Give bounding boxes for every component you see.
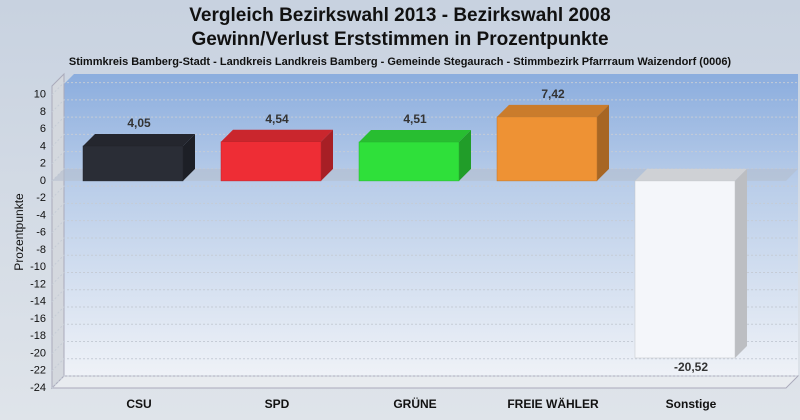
grid-line — [51, 151, 798, 165]
left-wall — [51, 72, 65, 390]
grid-line — [51, 185, 798, 199]
grid-line — [51, 358, 798, 372]
bar — [496, 116, 598, 182]
chart-description: Stimmkreis Bamberg-Stadt - Landkreis Lan… — [69, 56, 732, 68]
bar — [220, 141, 322, 182]
y-tick-label: -6 — [36, 227, 46, 239]
bar-top — [497, 104, 609, 117]
x-tick-label: GRÜNE — [393, 396, 436, 411]
y-tick-label: -12 — [30, 278, 46, 290]
y-tick-label: 6 — [40, 123, 46, 135]
grid-line — [51, 116, 798, 130]
y-tick-label: 2 — [40, 158, 46, 170]
bar — [358, 141, 460, 182]
y-tick-label: -22 — [30, 365, 46, 377]
bar — [82, 145, 184, 182]
x-tick-label: CSU — [126, 397, 151, 411]
bar-top — [635, 168, 747, 181]
y-tick-label: -10 — [30, 261, 46, 273]
y-tick-label: -2 — [36, 192, 46, 204]
bar-side — [321, 129, 333, 181]
y-axis-label: Prozentpunkte — [12, 193, 26, 271]
y-tick-label: 10 — [34, 89, 46, 101]
bar-top — [83, 133, 195, 146]
y-tick-label: -20 — [30, 347, 46, 359]
y-tick-label: -24 — [30, 382, 46, 394]
bar-top — [359, 129, 471, 142]
bar-side — [183, 133, 195, 181]
value-label: -20,52 — [674, 360, 708, 374]
y-tick-label: -16 — [30, 313, 46, 325]
grid-line — [51, 202, 798, 216]
grid-line — [51, 133, 798, 147]
grid-line — [51, 220, 798, 234]
floor — [50, 375, 800, 389]
bar-side — [459, 129, 471, 181]
x-tick-label: FREIE WÄHLER — [507, 396, 599, 411]
y-tick-label: -8 — [36, 244, 46, 256]
grid-line — [51, 306, 798, 320]
grid-line — [51, 82, 798, 95]
value-label: 7,42 — [541, 87, 565, 101]
x-tick-label: SPD — [265, 397, 290, 411]
y-tick-label: 4 — [40, 140, 46, 152]
bar-side — [735, 168, 747, 358]
bar-side — [597, 104, 609, 181]
value-label: 4,51 — [403, 112, 427, 126]
chart-subtitle: Gewinn/Verlust Erststimmen in Prozentpun… — [191, 29, 608, 50]
grid-line — [51, 375, 798, 389]
bar-top — [221, 129, 333, 142]
grid-line — [51, 340, 798, 354]
value-label: 4,05 — [127, 116, 151, 130]
bar — [634, 180, 736, 359]
grid-line — [51, 323, 798, 337]
grid-line — [51, 237, 798, 251]
value-label: 4,54 — [265, 112, 289, 126]
grid-line — [51, 254, 798, 268]
grid-line — [51, 271, 798, 285]
x-tick-label: Sonstige — [666, 397, 717, 411]
y-tick-label: 8 — [40, 106, 46, 118]
y-tick-label: -18 — [30, 330, 46, 342]
y-tick-label: -4 — [36, 209, 46, 221]
grid-line — [51, 99, 798, 113]
grid-line — [51, 289, 798, 303]
y-tick-label: -14 — [30, 296, 46, 308]
y-tick-label: 0 — [40, 175, 46, 187]
chart-title: Vergleich Bezirkswahl 2013 - Bezirkswahl… — [189, 5, 610, 26]
